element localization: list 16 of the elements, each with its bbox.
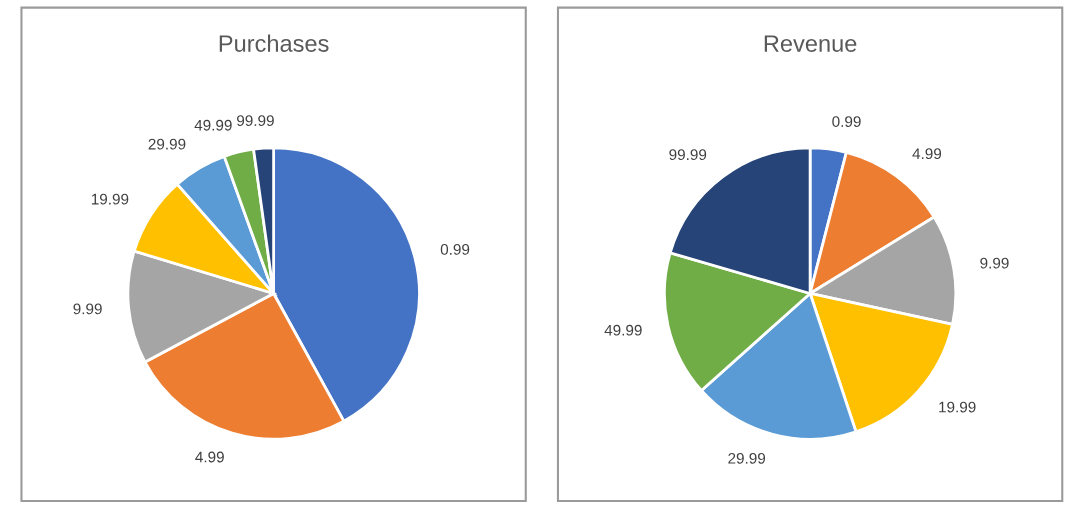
slice-label: 9.99 [980, 257, 1009, 269]
slice-label: 29.99 [148, 138, 186, 150]
slice-label: 49.99 [194, 119, 232, 131]
slice-label: 0.99 [832, 116, 861, 127]
slice-label: 99.99 [237, 115, 274, 127]
slice-label: 9.99 [73, 303, 102, 315]
chart-title: Revenue [764, 35, 857, 52]
slice-label: 0.99 [440, 244, 470, 255]
slice-label: 49.99 [604, 324, 642, 336]
slice-label: 19.99 [939, 401, 976, 413]
slice-label: 99.99 [669, 149, 707, 161]
slice-label: 19.99 [91, 193, 129, 205]
slice-label: 4.99 [912, 148, 942, 160]
chart-title: Purchases [219, 34, 329, 52]
slice-label: 29.99 [728, 452, 766, 464]
slice-label: 4.99 [195, 451, 224, 463]
